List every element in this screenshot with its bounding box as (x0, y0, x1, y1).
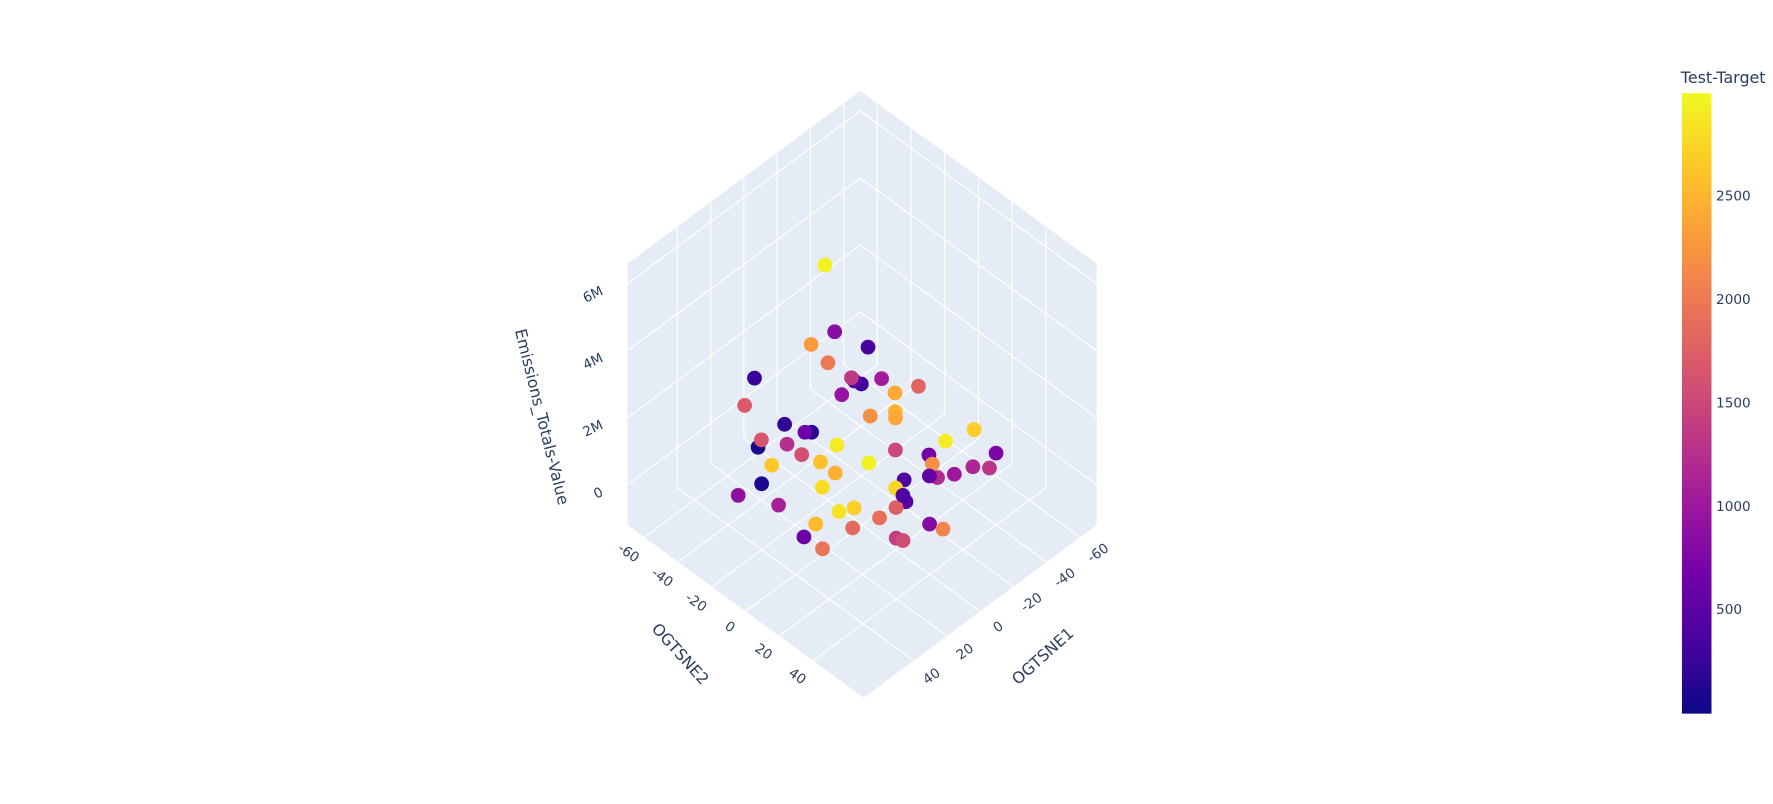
point (737, 398, 753, 413)
point (874, 371, 889, 387)
x-tick-label: 0 (990, 618, 1006, 636)
point (845, 520, 861, 536)
y-axis-title: OGTSNE2 (648, 619, 713, 688)
colorbar-tick-label: 2000 (1716, 292, 1751, 308)
grid-line (711, 413, 946, 588)
y-tick-label: 0 (722, 618, 738, 636)
y-tick-label: -60 (615, 540, 642, 566)
y-tick-label: 40 (786, 665, 809, 688)
z-tick-label: 4M (581, 350, 606, 373)
point (911, 378, 926, 394)
point (887, 385, 903, 401)
point (888, 410, 903, 426)
point (938, 433, 953, 449)
point (817, 257, 833, 273)
y-tick-label: -20 (682, 590, 709, 616)
point (827, 324, 843, 340)
y-tick-label: -40 (648, 565, 675, 591)
point (797, 424, 813, 440)
point (982, 460, 997, 476)
z-tick-label: 0 (591, 484, 606, 502)
colorbar-tick-label: 1000 (1716, 499, 1751, 515)
grid-line (779, 462, 1013, 637)
point (777, 416, 792, 432)
point (747, 370, 762, 386)
grid-line (745, 438, 979, 612)
point (754, 476, 770, 492)
point (895, 533, 911, 548)
colorbar (1681, 93, 1712, 714)
point (808, 516, 824, 532)
point (860, 339, 876, 355)
point (771, 497, 786, 513)
point (820, 355, 836, 371)
colorbar-title: Test-Target (1680, 68, 1766, 87)
colorbar-tick-label: 500 (1716, 602, 1742, 618)
point (924, 456, 940, 472)
grid-line (627, 244, 861, 419)
z-tick-label: 6M (581, 283, 606, 306)
point (861, 455, 877, 471)
point (872, 510, 887, 526)
x-tick-label: -20 (1018, 590, 1045, 616)
colorbar-tick-label: 2500 (1716, 189, 1751, 205)
grid-line (860, 177, 1098, 352)
point (803, 337, 819, 352)
x-tick-label: 20 (953, 640, 976, 663)
point (988, 445, 1004, 461)
point (846, 500, 862, 516)
point (946, 466, 962, 482)
point (813, 454, 828, 470)
x-tick-label: -60 (1085, 540, 1112, 566)
point (921, 468, 937, 484)
grid-line (860, 110, 1098, 285)
y-tick-label: 20 (752, 640, 775, 663)
point (730, 487, 746, 503)
z-tick-label: 2M (581, 417, 606, 440)
grid-line (627, 110, 861, 285)
point (796, 529, 812, 545)
point (834, 387, 850, 403)
point (753, 432, 769, 448)
grid-line (812, 487, 1047, 662)
point (935, 521, 951, 537)
point (862, 408, 878, 424)
z-axis-title: Emissions_Totals-Value (510, 327, 573, 507)
point (794, 447, 810, 463)
x-tick-label: -40 (1051, 565, 1078, 591)
point (814, 479, 830, 495)
point (895, 487, 911, 503)
point (831, 504, 847, 519)
colorbar-tick-label: 1500 (1716, 395, 1751, 411)
point (888, 442, 903, 458)
point (888, 500, 904, 515)
point (965, 459, 981, 475)
point (764, 457, 780, 473)
x-axis-title: OGTSNE1 (1008, 624, 1077, 689)
grid-line (627, 177, 861, 352)
point (827, 465, 843, 481)
point (815, 541, 830, 557)
grid-line (860, 311, 1098, 486)
point (829, 437, 845, 453)
grid-line (860, 244, 1098, 419)
point (966, 422, 982, 437)
x-tick-label: 40 (920, 665, 943, 688)
point (844, 370, 859, 386)
point (922, 516, 937, 532)
point (779, 436, 795, 452)
